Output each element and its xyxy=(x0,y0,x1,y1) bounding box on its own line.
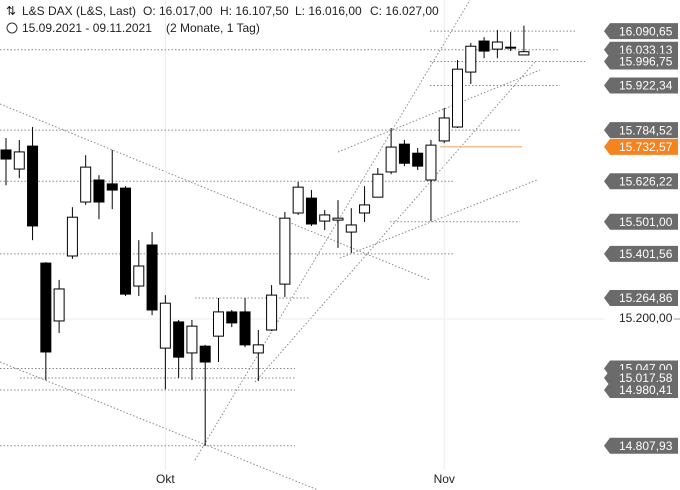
candle-body xyxy=(53,288,65,322)
level-label: 15.626,22 xyxy=(619,174,673,188)
level-label: 15.017,58 xyxy=(619,371,673,385)
x-tick-label: Nov xyxy=(434,472,455,486)
level-label: 15.996,75 xyxy=(619,55,673,69)
candle-body xyxy=(292,186,304,214)
candle-body xyxy=(13,151,25,170)
candle-body xyxy=(319,214,331,222)
trend-line xyxy=(194,0,471,461)
candle-body xyxy=(199,345,211,363)
candle-body xyxy=(452,68,464,128)
x-tick-label: Okt xyxy=(156,472,175,486)
trend-line xyxy=(337,69,541,153)
level-box xyxy=(604,53,678,70)
ohlc-low: L: 16.016,00 xyxy=(295,4,362,18)
level-box xyxy=(604,245,678,262)
candle-body xyxy=(40,262,52,353)
candle-body xyxy=(226,311,238,324)
y-tick-label: 15.200,00 xyxy=(619,311,673,325)
candle-body xyxy=(146,244,158,311)
level-box xyxy=(604,23,678,40)
candle-body xyxy=(239,311,251,346)
level-label: 15.264,86 xyxy=(619,291,673,305)
candle-body xyxy=(266,294,278,331)
candle-body xyxy=(120,187,132,295)
level-box xyxy=(604,290,678,307)
level-label: 15.784,52 xyxy=(619,123,673,137)
candle-body xyxy=(159,302,171,349)
candle-body xyxy=(332,217,344,221)
candle-body xyxy=(212,311,224,337)
candle-body xyxy=(173,321,185,358)
level-label: 16.033,13 xyxy=(619,43,673,57)
candle-body xyxy=(252,344,264,354)
candle-body xyxy=(425,144,437,181)
level-label: 15.401,56 xyxy=(619,247,673,261)
clock-icon xyxy=(6,22,18,34)
candle-body xyxy=(372,173,384,198)
candle-body xyxy=(465,45,477,73)
candle-body xyxy=(385,146,397,173)
candle-body xyxy=(106,183,118,191)
candle-body xyxy=(518,51,530,56)
ohlc-high: H: 16.107,50 xyxy=(220,4,289,18)
candle-body xyxy=(412,152,424,167)
candle-body xyxy=(66,216,78,257)
level-box xyxy=(604,213,678,230)
candle-body xyxy=(279,217,291,285)
trend-line xyxy=(0,103,431,281)
current-label: 15.732,57 xyxy=(619,140,673,154)
candle-body xyxy=(398,143,410,164)
candle-body xyxy=(80,166,92,203)
level-box xyxy=(604,77,678,94)
candle-body xyxy=(93,179,105,203)
level-box xyxy=(604,369,678,386)
level-box xyxy=(604,381,678,398)
date-range: 15.09.2021 - 09.11.2021 xyxy=(22,21,152,35)
ohlc-open: O: 16.017,00 xyxy=(143,4,213,18)
current-box xyxy=(604,138,678,155)
candle-body xyxy=(186,325,198,354)
candle-body xyxy=(478,40,490,52)
level-box xyxy=(604,437,678,454)
level-label: 15.922,34 xyxy=(619,79,673,93)
level-label: 14.807,93 xyxy=(619,439,673,453)
trend-line xyxy=(254,61,536,383)
trend-lines xyxy=(0,0,541,490)
candle-body xyxy=(27,145,39,227)
period: (2 Monate, 1 Tag) xyxy=(166,21,260,35)
chart-icon: ⇅ xyxy=(6,4,16,18)
candle-body xyxy=(491,41,503,50)
candle-body xyxy=(505,46,517,49)
chart-title: L&S DAX (L&S, Last) xyxy=(22,4,136,18)
level-label: 16.090,65 xyxy=(619,24,673,38)
candle-body xyxy=(345,224,357,233)
level-label: 14.980,41 xyxy=(619,383,673,397)
candle-body xyxy=(0,149,12,160)
trend-line xyxy=(0,361,319,490)
candle-body xyxy=(359,204,371,214)
candle-body xyxy=(133,265,145,287)
candle-body xyxy=(438,117,450,142)
trend-line xyxy=(339,179,538,259)
level-label: 15.501,00 xyxy=(619,215,673,229)
level-box xyxy=(604,122,678,139)
candle-body xyxy=(305,197,317,225)
level-box xyxy=(604,173,678,190)
ohlc-close: C: 16.027,00 xyxy=(370,4,439,18)
